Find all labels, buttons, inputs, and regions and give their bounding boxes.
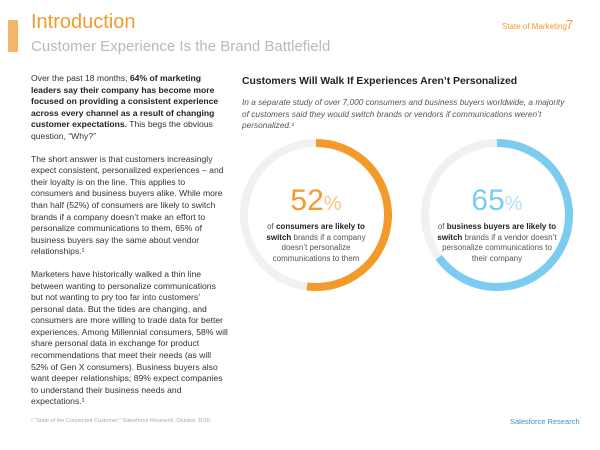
subtitle: Customer Experience Is the Brand Battlef… xyxy=(31,38,331,55)
text: Marketers have historically walked a thi… xyxy=(31,268,228,407)
section: State of Marketing xyxy=(502,22,567,31)
brand: Salesforce Research xyxy=(510,417,580,426)
ring-arc xyxy=(306,139,392,291)
text: Over the past 18 months, xyxy=(31,73,130,83)
text: brands if a company doesn’t personalize … xyxy=(272,232,366,263)
ring-arc xyxy=(435,139,573,291)
paragraph: The short answer is that customers incre… xyxy=(31,154,229,258)
bold-text: business buyers are likely to switch xyxy=(437,222,557,242)
text: of xyxy=(437,222,447,231)
text: brands if a vendor doesn’t personalize c… xyxy=(442,232,557,263)
stat-value: 52% xyxy=(254,185,378,220)
accent-bar xyxy=(8,20,18,52)
title: Introduction xyxy=(31,11,136,33)
stat-description: of consumers are likely to switch brands… xyxy=(254,222,378,264)
stat: 65% of business buyers are likely to swit… xyxy=(435,185,559,264)
stat-unit: % xyxy=(504,193,523,215)
stat-number: 65 xyxy=(471,184,505,217)
text: This begs the obvious question, “Why?” xyxy=(31,119,213,141)
text: The short answer is that customers incre… xyxy=(31,153,224,257)
footnote: ¹ “State of the Connected Customer,” Sal… xyxy=(31,418,212,424)
text: of xyxy=(267,222,276,231)
stat-description: of business buyers are likely to switch … xyxy=(435,222,559,264)
page-number: 7 xyxy=(566,17,574,32)
intro: In a separate study of over 7,000 consum… xyxy=(242,97,565,130)
paragraph: Marketers have historically walked a thi… xyxy=(31,269,229,408)
stat-unit: % xyxy=(323,193,342,215)
stat: 52% of consumers are likely to switch bra… xyxy=(254,185,378,264)
stat-value: 65% xyxy=(435,185,559,220)
stat-number: 52 xyxy=(290,184,324,217)
heading: Customers Will Walk If Experiences Aren’… xyxy=(242,76,518,87)
bold-text: 64% of marketing leaders say their compa… xyxy=(31,73,219,130)
paragraph: Over the past 18 months, 64% of marketin… xyxy=(31,73,229,143)
left-column: Over the past 18 months, 64% of marketin… xyxy=(31,73,229,419)
bold-text: consumers are likely to switch xyxy=(266,222,365,242)
